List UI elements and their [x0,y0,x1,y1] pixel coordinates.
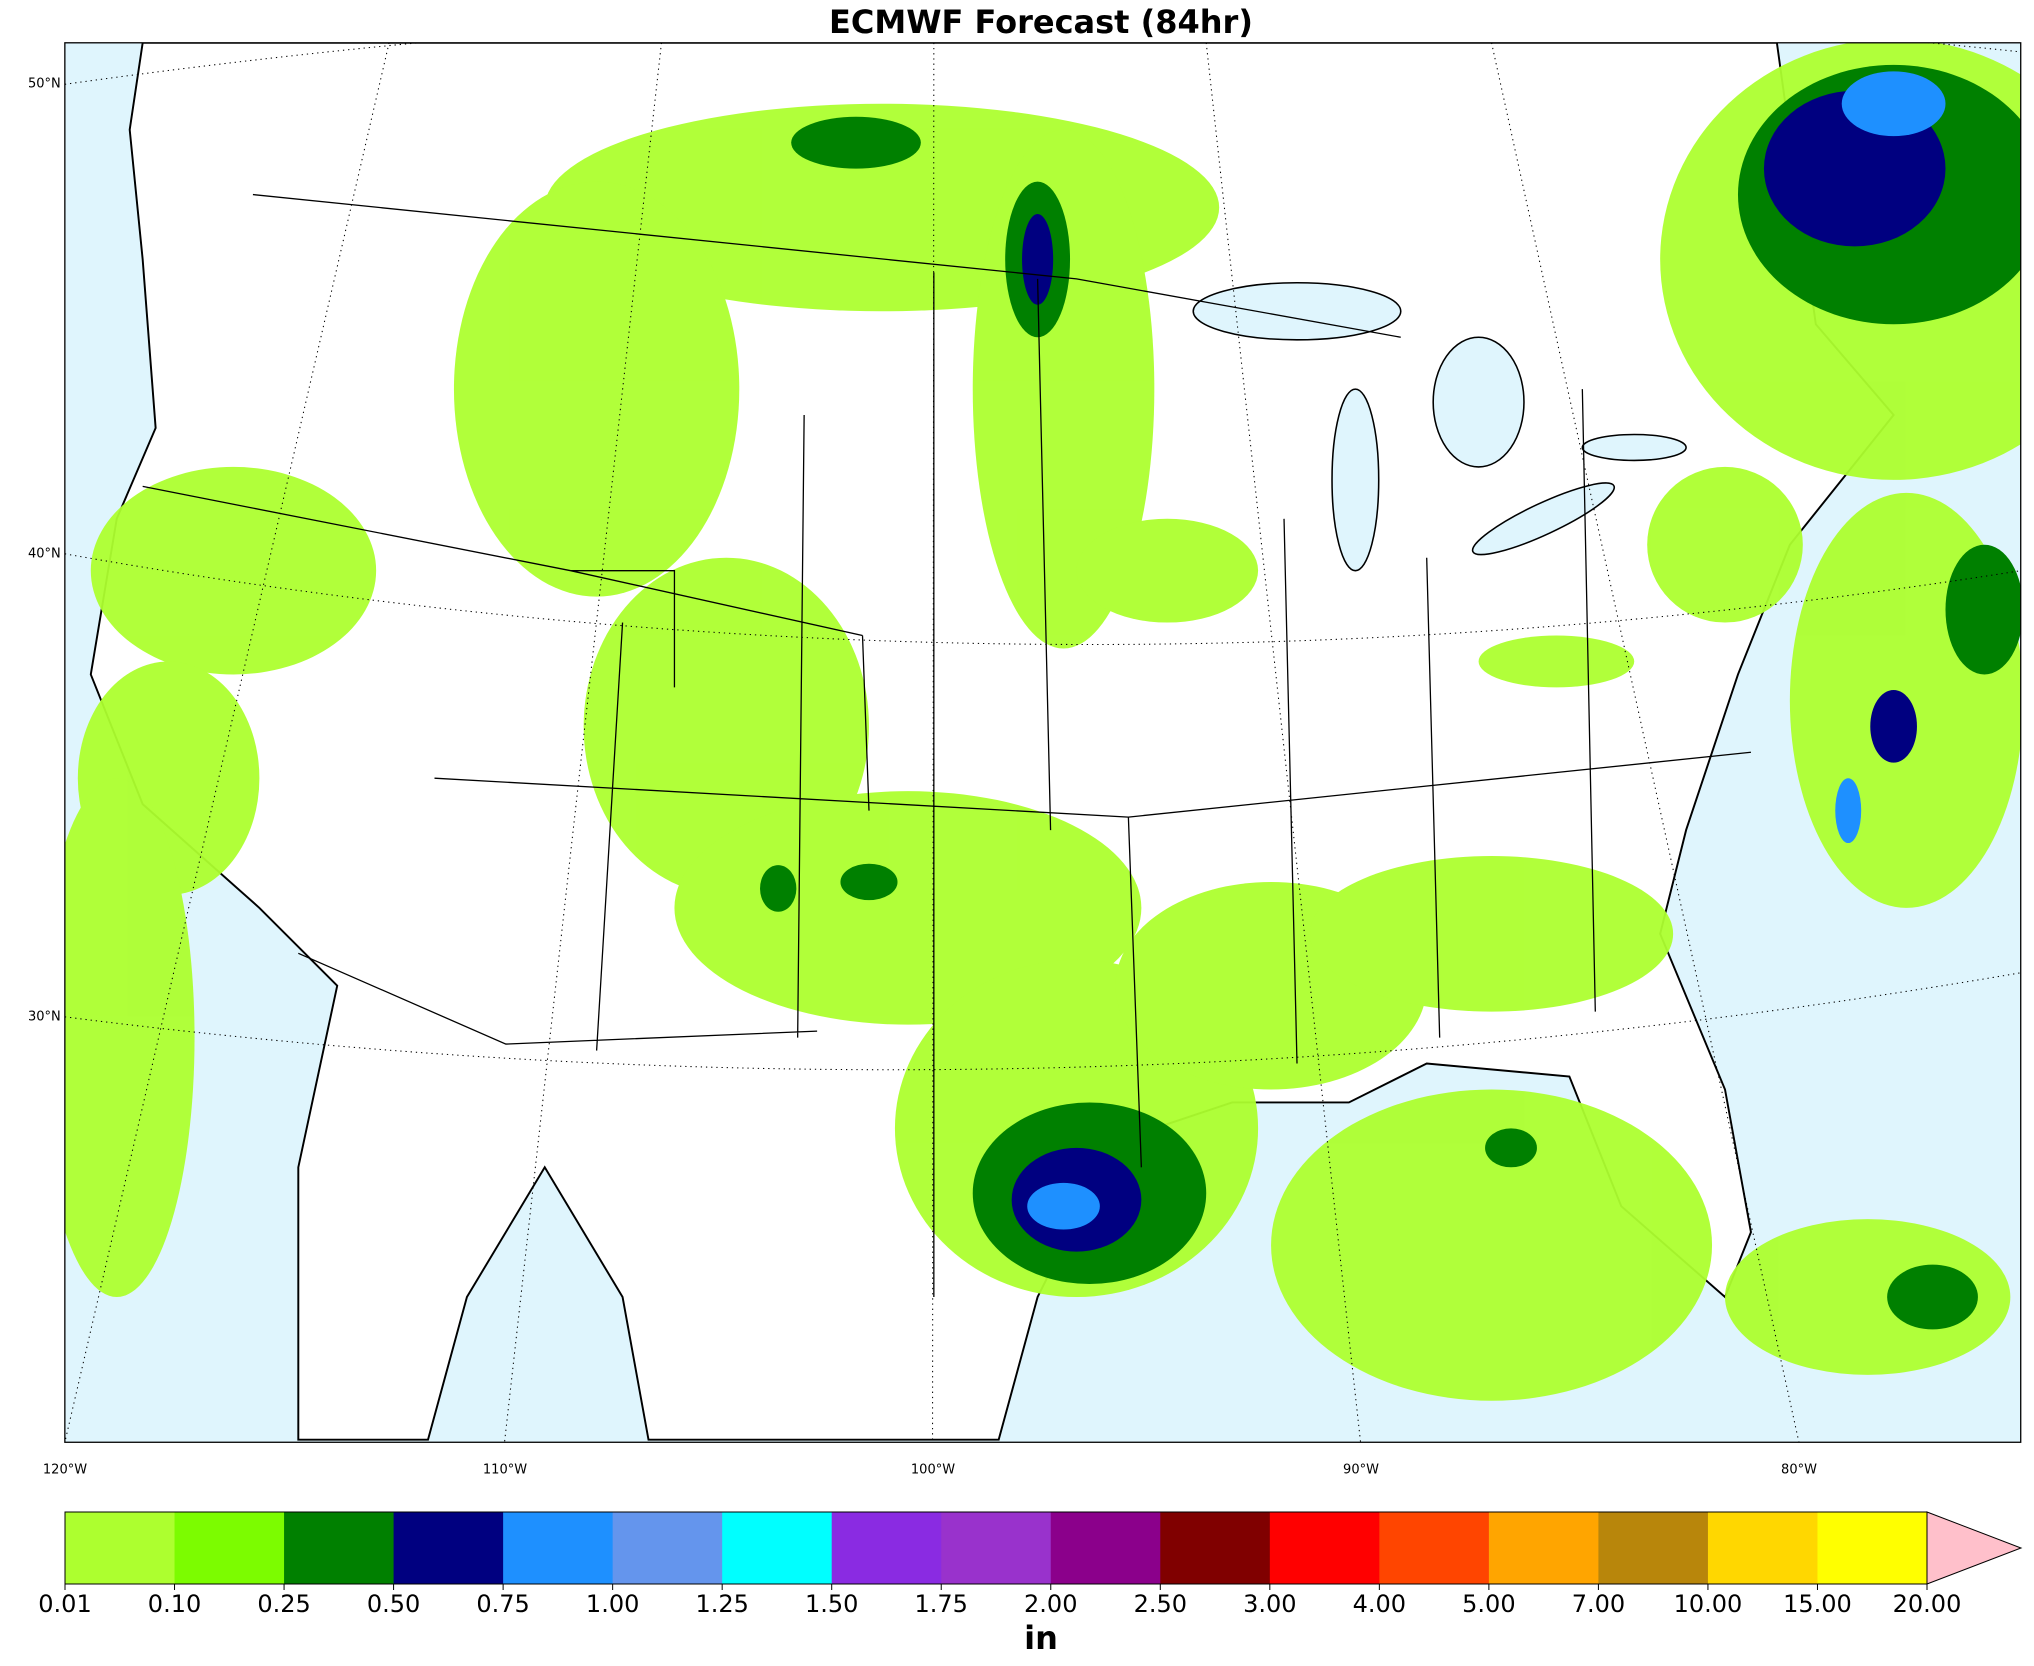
lat-label: 40°N [28,547,61,562]
colorbar-tick-label: 7.00 [1572,1590,1625,1618]
colorbar-tick-label: 2.00 [1024,1590,1077,1618]
map-labels: 50°N 40°N 30°N 120°W 110°W 100°W 90°W 80°W [28,77,1817,1478]
colorbar-swatch [1488,1512,1599,1584]
colorbar-tick-label: 1.50 [805,1590,858,1618]
colorbar-tick-label: 1.75 [915,1590,968,1618]
colorbar: 0.01 0.10 0.25 0.50 0.75 1.00 1.25 1.50 1.75 2.00… [38,1511,2023,1657]
colorbar-tick-label: 1.00 [586,1590,639,1618]
colorbar-frame [64,1511,1928,1585]
graticule [64,42,2021,1443]
colorbar-swatch [612,1512,723,1584]
lon-label: 110°W [483,1463,527,1478]
colorbar-swatch [1817,1512,1928,1584]
colorbar-tick-label: 0.01 [38,1590,91,1618]
colorbar-swatch [831,1512,942,1584]
colorbar-swatch [1050,1512,1161,1584]
state-borders [142,193,1752,1298]
colorbar-tick-label: 0.25 [257,1590,310,1618]
lat-label: 50°N [28,77,61,92]
colorbar-swatch [174,1512,285,1584]
colorbar-tick-label: 5.00 [1462,1590,1515,1618]
colorbar-tick-label: 4.00 [1353,1590,1406,1618]
map [64,42,2022,1443]
lat-label: 30°N [28,1010,61,1025]
colorbar-swatch [722,1512,833,1584]
colorbar-swatch [393,1512,504,1584]
great-lakes [1192,281,1687,572]
colorbar-swatch [1707,1512,1818,1584]
lon-label: 120°W [43,1463,87,1478]
colorbar-swatch [284,1512,395,1584]
colorbar-swatch [941,1512,1052,1584]
colorbar-tick-label: 0.75 [476,1590,529,1618]
colorbar-tick-label: 20.00 [1893,1590,1962,1618]
colorbar-swatch [1269,1512,1380,1584]
colorbar-swatch [1379,1512,1490,1584]
lon-label: 100°W [911,1463,955,1478]
lon-label: 80°W [1781,1463,1817,1478]
colorbar-unit: in [1024,1619,1058,1657]
colorbar-swatch [1160,1512,1271,1584]
title: ECMWF Forecast (84hr) [829,3,1253,41]
lon-label: 90°W [1343,1463,1379,1478]
colorbar-tick-label: 15.00 [1783,1590,1852,1618]
colorbar-tick-label: 0.50 [367,1590,420,1618]
colorbar-swatch [1598,1512,1709,1584]
map-frame [64,42,2022,1443]
colorbar-tick-label: 1.25 [695,1590,748,1618]
colorbar-swatch [65,1512,176,1584]
colorbar-tick-label: 2.50 [1134,1590,1187,1618]
colorbar-tick-label: 10.00 [1674,1590,1743,1618]
colorbar-tick-label: 3.00 [1243,1590,1296,1618]
colorbar-extend [1926,1511,2023,1585]
precip-very-heavy [1027,71,1946,1230]
colorbar-swatch [503,1512,614,1584]
colorbar-tick-label: 0.10 [148,1590,201,1618]
